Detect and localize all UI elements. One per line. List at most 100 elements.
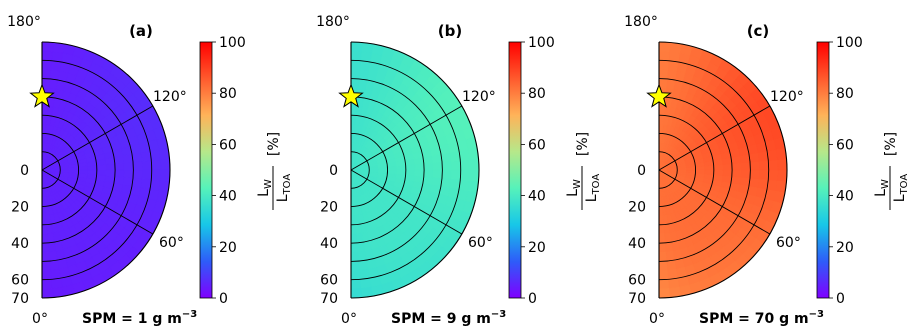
heatmap-cell (350, 123, 356, 134)
grid-ring (658, 151, 678, 189)
colorbar-label-denominator: LTOA (584, 174, 602, 203)
heatmap-cell (131, 177, 143, 188)
heatmap-cell (440, 177, 452, 188)
heatmap-cell (350, 288, 363, 299)
heatmap-cell (41, 59, 52, 71)
heatmap-cells (658, 41, 788, 299)
heatmap-cell (41, 251, 51, 262)
heatmap-cell (396, 169, 407, 176)
radial-tick-label: 60 (628, 273, 646, 289)
heatmap-cell (658, 242, 667, 253)
radial-tick-label: 40 (320, 236, 338, 252)
grid-ring (350, 59, 462, 281)
heatmap-cell (423, 162, 434, 171)
colorbar-label-unit: [%] (575, 132, 591, 156)
heatmap-cell (350, 278, 362, 290)
azimuth-label: 120° (462, 89, 496, 105)
heatmap-cell (722, 169, 733, 177)
heatmap-cell (50, 60, 62, 72)
heatmap-cell (123, 169, 134, 179)
heatmap-cell (740, 169, 751, 179)
colorbar-tick-label: 40 (528, 189, 546, 205)
heatmap-cell (140, 178, 152, 190)
heatmap-cell (658, 269, 669, 281)
heatmap-cell (449, 178, 461, 190)
heatmap-cell (78, 169, 89, 175)
azimuth-label: 180° (7, 14, 41, 30)
heatmap-cell (721, 175, 733, 184)
colorbar-tick-label: 40 (836, 189, 854, 205)
heatmap-cell (49, 69, 60, 81)
colorbar-tick-label: 0 (219, 291, 228, 307)
heatmap-cell (387, 169, 398, 175)
azimuth-label: 60° (159, 235, 184, 251)
heatmap-cell (658, 59, 669, 71)
heatmap-cell (731, 169, 742, 178)
heatmap-cell (405, 169, 416, 176)
heatmap-cell (122, 176, 134, 187)
heatmap-cell (469, 158, 480, 171)
heatmap-cell (113, 176, 125, 185)
heatmap-cell (141, 169, 153, 180)
heatmap-cell (441, 169, 452, 180)
heatmap-cell (350, 78, 360, 89)
heatmap-cell (132, 169, 143, 180)
colorbar-label-unit: [%] (883, 132, 899, 156)
grid-ring (658, 114, 715, 226)
radial-tick-label: 0 (637, 163, 646, 179)
heatmap-cell (422, 176, 434, 185)
grid-ring (350, 78, 443, 262)
heatmap-cell (357, 78, 368, 90)
grid-ring (350, 151, 370, 189)
colorbar (199, 41, 213, 299)
heatmap-cell (431, 176, 443, 187)
colorbar-tick-label: 60 (219, 137, 237, 153)
grid-ring (41, 96, 116, 244)
colorbar-label-denominator: LTOA (892, 174, 907, 203)
heatmap-cell (350, 260, 361, 271)
colorbar-tick-label: 0 (528, 291, 537, 307)
heatmap-cell (350, 114, 357, 125)
heatmap-cell (665, 78, 676, 90)
heatmap-cell (87, 169, 98, 176)
colorbar-tick-label: 20 (528, 240, 546, 256)
heatmap-cell (41, 123, 47, 134)
grid-ring (41, 151, 61, 189)
colorbar-label-numerator: LW (565, 179, 583, 197)
azimuth-label: 60° (468, 235, 493, 251)
panel-2: 180° 120° 60° 0° 0 20 40 60 70 (b) SPM = 9 g m−3 0 2… (316, 14, 602, 327)
grid-spoke (658, 169, 771, 235)
heatmap-cell (350, 50, 362, 62)
heatmap-cell (667, 60, 679, 72)
heatmap-cell (96, 169, 107, 176)
heatmap-cell (123, 161, 134, 171)
colorbar-tick-label: 80 (836, 86, 854, 102)
heatmap-cell (469, 169, 480, 182)
colorbar-tick-label: 20 (836, 240, 854, 256)
grid-ring (350, 96, 425, 244)
colorbar-label-denominator: LTOA (275, 174, 293, 203)
sun-star-icon (29, 83, 55, 108)
radial-tick-label: 60 (11, 273, 29, 289)
heatmap-cell (377, 169, 388, 174)
radial-tick-label: 20 (628, 200, 646, 216)
colorbar-tick-label: 100 (528, 35, 555, 51)
radial-tick-label: 70 (11, 291, 29, 307)
heatmap-cell (41, 269, 52, 281)
heatmap-cell (41, 78, 51, 89)
heatmap-cell (658, 50, 670, 62)
heatmap-cell (658, 78, 668, 89)
colorbar (508, 41, 522, 299)
radial-tick-label: 20 (11, 200, 29, 216)
heatmap-cell (41, 114, 48, 125)
heatmap-cell (350, 41, 363, 52)
heatmap-cell (160, 158, 171, 171)
heatmap-cell (459, 159, 471, 171)
heatmap-cell (160, 169, 171, 182)
grid-ring (41, 132, 79, 208)
colorbar-tick-label: 100 (219, 35, 246, 51)
heatmap-cell (459, 169, 471, 181)
heatmap-cell (423, 169, 434, 178)
